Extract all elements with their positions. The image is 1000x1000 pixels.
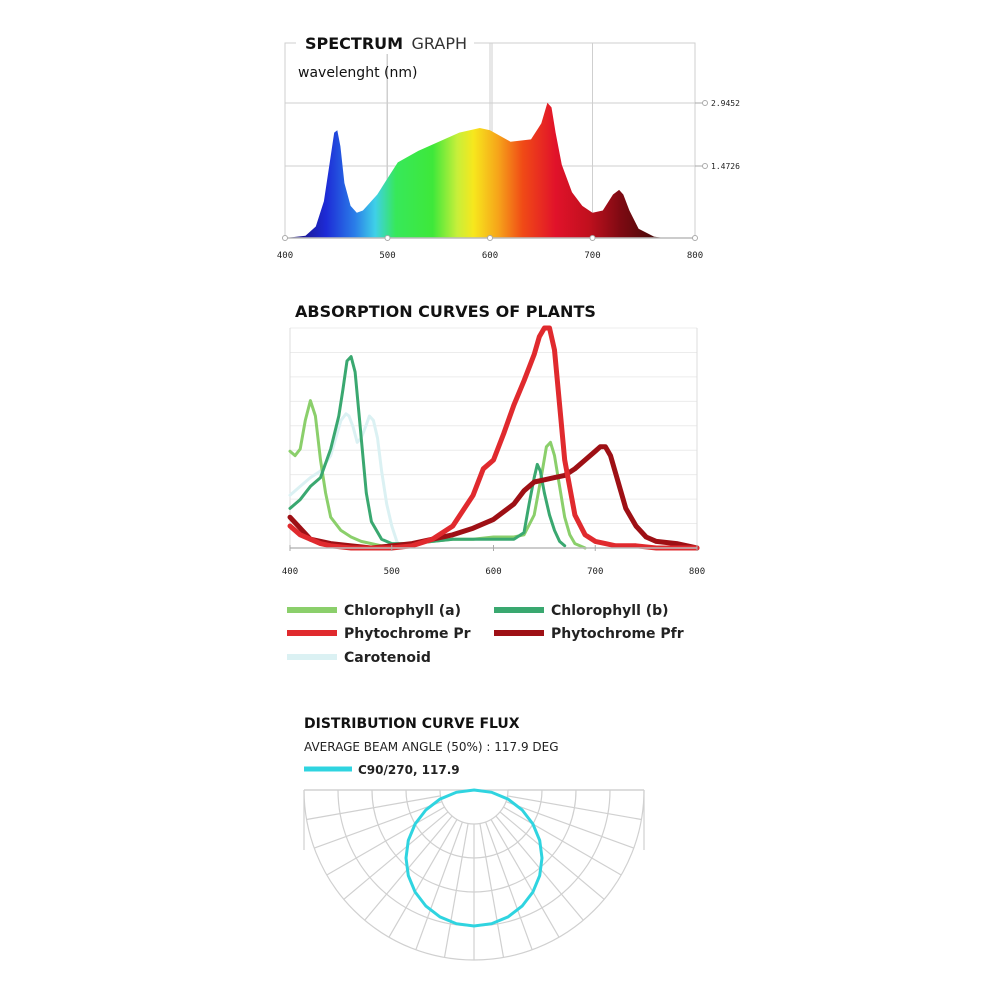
spectrum-x-tick-marker <box>384 235 391 241</box>
spectrum-title: SPECTRUM GRAPH <box>305 34 467 53</box>
flux-title: DISTRIBUTION CURVE FLUX <box>304 716 520 732</box>
polar-radial <box>503 806 622 876</box>
spectrum-x-tick-label: 400 <box>277 251 293 261</box>
legend-label: Phytochrome Pfr <box>551 626 684 642</box>
flux-legend-label: C90/270, 117.9 <box>358 763 460 777</box>
spectrum-x-tick-label: 600 <box>482 251 498 261</box>
absorption-x-axis: 400 500 600 700 800 <box>282 545 705 577</box>
legend-label: Carotenoid <box>344 650 431 666</box>
absorption-series <box>287 325 700 551</box>
legend-label: Chlorophyll (a) <box>344 603 461 619</box>
legend-label: Chlorophyll (b) <box>551 603 669 619</box>
polar-radial <box>306 795 441 821</box>
polar-radial <box>499 811 605 900</box>
polar-radial <box>343 811 449 900</box>
polar-radial <box>415 821 463 950</box>
absorption-x-tick-label: 800 <box>689 567 705 577</box>
absorption-chart: ABSORPTION CURVES OF PLANTS 400 500 600 700… <box>282 302 705 666</box>
absorption-title: ABSORPTION CURVES OF PLANTS <box>295 302 596 321</box>
spectrum-x-tick-label: 500 <box>379 251 395 261</box>
spectrum-y-tick-label: 1.4726 <box>711 162 740 171</box>
polar-radial <box>507 795 642 821</box>
absorption-x-tick-label: 600 <box>485 567 501 577</box>
spectrum-title-background <box>296 30 474 54</box>
flux-polar-grid <box>303 789 645 961</box>
spectrum-title-bold: SPECTRUM <box>305 34 403 53</box>
spectrum-y-tick-marker <box>702 163 708 169</box>
absorption-x-tick-label: 400 <box>282 567 298 577</box>
spectrum-x-axis: 400 500 600 700 800 <box>277 235 703 261</box>
absorption-x-tick-label: 500 <box>384 567 400 577</box>
polar-radial <box>490 819 560 938</box>
spectrum-x-tick-marker <box>282 235 288 241</box>
spectrum-y-axis: 2.9452 1.4726 <box>695 99 740 171</box>
spectrum-title-light: GRAPH <box>412 34 468 53</box>
spectrum-x-tick-marker <box>589 235 596 241</box>
legend-label: Phytochrome Pr <box>344 626 471 642</box>
flux-subtitle: AVERAGE BEAM ANGLE (50%) : 117.9 DEG <box>304 740 559 754</box>
polar-radial <box>314 801 443 849</box>
polar-radial <box>443 823 469 958</box>
flux-curve-c90-270 <box>404 788 544 928</box>
polar-radial <box>505 801 634 849</box>
polar-radial <box>388 819 458 938</box>
polar-radial <box>485 821 533 950</box>
spectrum-x-tick-label: 700 <box>584 251 600 261</box>
absorption-legend: Chlorophyll (a) Chlorophyll (b) Phytochrom… <box>287 603 684 666</box>
spectrum-x-tick-marker <box>692 235 698 241</box>
spectrum-area <box>285 102 675 238</box>
flux-chart: DISTRIBUTION CURVE FLUX AVERAGE BEAM ANG… <box>303 716 645 961</box>
spectrum-x-tick-label: 800 <box>687 251 703 261</box>
polar-radial <box>479 823 505 958</box>
spectrum-chart: 400 500 600 700 800 2.9452 1.4726 SPECTRUM GR… <box>277 30 740 261</box>
spectrum-y-tick-label: 2.9452 <box>711 99 740 108</box>
absorption-x-tick-label: 700 <box>587 567 603 577</box>
spectrum-y-tick-marker <box>702 100 708 106</box>
polar-radial <box>326 806 445 876</box>
series-carotenoid <box>288 412 404 550</box>
spectrum-x-label: wavelenght (nm) <box>298 65 417 81</box>
spectrum-x-tick-marker <box>487 235 493 241</box>
